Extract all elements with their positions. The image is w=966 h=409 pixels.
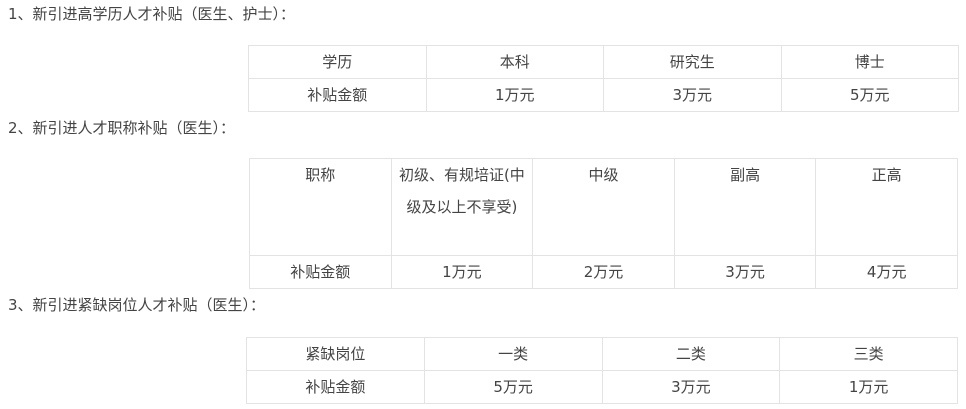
section-2-heading: 2、新引进人才职称补贴（医生）：	[8, 119, 236, 137]
title-subsidy-table: 职称 初级、有规培证(中级及以上不享受) 中级 副高 正高 补贴金额 1万元 2…	[249, 158, 958, 289]
table-cell: 研究生	[603, 45, 782, 79]
table-cell: 1万元	[390, 255, 534, 289]
shortage-post-subsidy-table: 紧缺岗位 一类 二类 三类 补贴金额 5万元 3万元 1万元	[246, 337, 958, 404]
table-cell: 5万元	[780, 78, 959, 112]
table-cell: 1万元	[425, 78, 604, 112]
table-cell: 初级、有规培证(中级及以上不享受)	[390, 158, 534, 256]
table-cell: 一类	[423, 337, 603, 371]
table-cell: 补贴金额	[246, 370, 425, 404]
table-cell: 补贴金额	[249, 255, 392, 289]
table-header-row: 紧缺岗位 一类 二类 三类	[246, 337, 958, 371]
table-cell: 3万元	[603, 78, 782, 112]
table-cell: 二类	[601, 337, 781, 371]
table-row: 补贴金额 1万元 3万元 5万元	[248, 78, 959, 112]
table-cell: 职称	[249, 158, 392, 256]
table-header-row: 职称 初级、有规培证(中级及以上不享受) 中级 副高 正高	[249, 158, 958, 256]
table-cell: 三类	[779, 337, 958, 371]
table-cell: 副高	[673, 158, 817, 256]
table-header-row: 学历 本科 研究生 博士	[248, 45, 959, 79]
education-subsidy-table: 学历 本科 研究生 博士 补贴金额 1万元 3万元 5万元	[248, 45, 959, 112]
table-cell: 补贴金额	[248, 78, 427, 112]
table-cell: 3万元	[601, 370, 781, 404]
section-3-heading: 3、新引进紧缺岗位人才补贴（医生）：	[8, 296, 266, 314]
table-cell: 5万元	[423, 370, 603, 404]
table-cell: 紧缺岗位	[246, 337, 425, 371]
table-cell: 学历	[248, 45, 427, 79]
table-cell: 3万元	[673, 255, 817, 289]
table-cell: 4万元	[815, 255, 958, 289]
table-cell: 中级	[532, 158, 675, 256]
table-cell: 1万元	[779, 370, 958, 404]
table-cell: 本科	[425, 45, 604, 79]
table-row: 补贴金额 1万元 2万元 3万元 4万元	[249, 255, 958, 289]
table-cell: 博士	[780, 45, 959, 79]
table-cell: 2万元	[532, 255, 675, 289]
table-row: 补贴金额 5万元 3万元 1万元	[246, 370, 958, 404]
table-cell: 正高	[815, 158, 958, 256]
section-1-heading: 1、新引进高学历人才补贴（医生、护士）：	[8, 5, 296, 23]
